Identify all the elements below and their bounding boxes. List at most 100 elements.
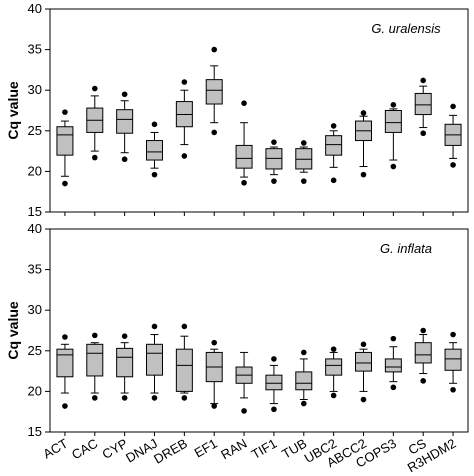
box-tif1 (265, 139, 283, 184)
box-act (56, 109, 74, 187)
iqr-box (56, 126, 74, 156)
outlier-point (211, 46, 218, 53)
iqr-box (414, 342, 432, 364)
x-category-label: DREB (151, 436, 190, 467)
iqr-box (86, 343, 104, 377)
panel-title: G. inflata (380, 241, 432, 256)
iqr-box (265, 374, 283, 391)
outlier-point (330, 177, 337, 184)
y-tick-label: 35 (28, 262, 42, 277)
iqr-box (205, 79, 223, 105)
plot-frame (49, 8, 469, 213)
outlier-point (271, 356, 277, 362)
iqr-box (116, 347, 134, 378)
outlier-point (390, 102, 397, 108)
box-ef1 (205, 339, 223, 409)
outlier-point (390, 335, 397, 342)
iqr-box (444, 348, 462, 371)
box-cyp (116, 333, 134, 401)
iqr-box (384, 358, 402, 373)
iqr-box (146, 343, 163, 376)
box-cs (414, 77, 432, 137)
outlier-point (300, 400, 307, 407)
outlier-point (181, 323, 188, 330)
outlier-point (91, 85, 98, 92)
outlier-point (300, 178, 307, 184)
outlier-point (211, 403, 218, 409)
iqr-box (325, 135, 343, 156)
outlier-point (360, 341, 367, 348)
box-dnaj (146, 323, 163, 401)
iqr-box (414, 92, 432, 116)
outlier-point (330, 123, 337, 129)
outlier-point (181, 395, 188, 401)
box-dreb (175, 323, 193, 401)
iqr-box (235, 144, 253, 169)
outlier-point (121, 91, 128, 98)
outlier-point (62, 334, 68, 340)
outlier-point (121, 156, 128, 163)
chart-panel-1: 15 20 25 30 35 40 Cq value G. uralensis (5, 1, 469, 219)
y-tick-label: 30 (28, 302, 42, 317)
outlier-point (151, 395, 158, 401)
y-tick-label: 40 (28, 1, 42, 16)
y-tick-label: 35 (28, 42, 42, 57)
outlier-point (450, 331, 456, 338)
box-cops3 (384, 335, 402, 391)
y-tick-label: 25 (28, 123, 42, 138)
box-cyp (116, 91, 134, 163)
outlier-point (151, 171, 158, 178)
box-cac (86, 85, 104, 161)
x-category-label: RAN (218, 436, 249, 463)
outlier-point (121, 333, 128, 339)
outlier-point (91, 154, 98, 161)
box-cac (86, 332, 104, 401)
outlier-point (121, 395, 128, 401)
iqr-box (355, 351, 372, 372)
box-cops3 (384, 102, 402, 170)
y-tick-label: 15 (28, 424, 42, 439)
outlier-point (151, 121, 158, 128)
outlier-point (151, 323, 158, 330)
box-cs (414, 327, 432, 384)
box-tif1 (265, 356, 283, 413)
panel-title: G. uralensis (371, 21, 441, 36)
outlier-point (390, 163, 397, 170)
outlier-point (420, 327, 427, 334)
iqr-box (56, 348, 74, 378)
box-r3hdm2 (444, 103, 462, 168)
outlier-point (62, 180, 68, 187)
outlier-point (271, 178, 277, 184)
outlier-point (271, 406, 277, 413)
box-dnaj (146, 121, 163, 178)
outlier-point (390, 384, 397, 391)
outlier-point (330, 346, 337, 352)
y-axis-label: Cq value (5, 301, 21, 360)
outlier-point (91, 395, 98, 401)
box-ubc2 (325, 123, 343, 184)
box-ef1 (205, 46, 223, 136)
box-ran (235, 351, 253, 414)
outlier-point (241, 179, 247, 186)
x-category-label: CAC (69, 436, 100, 463)
iqr-box (325, 358, 343, 376)
outlier-point (181, 79, 188, 85)
box-ubc2 (325, 346, 343, 399)
box-ran (235, 100, 253, 186)
y-tick-label: 30 (28, 82, 42, 97)
outlier-point (450, 162, 456, 168)
iqr-box (146, 140, 163, 161)
outlier-point (360, 396, 367, 403)
outlier-point (300, 349, 307, 356)
iqr-box (384, 110, 402, 133)
outlier-point (360, 171, 367, 178)
iqr-box (175, 348, 193, 392)
outlier-point (211, 339, 218, 346)
outlier-point (420, 378, 427, 384)
y-tick-label: 20 (28, 383, 42, 398)
box-abcc2 (355, 341, 372, 403)
outlier-point (241, 100, 247, 106)
outlier-point (420, 77, 427, 84)
y-tick-label: 40 (28, 221, 42, 236)
